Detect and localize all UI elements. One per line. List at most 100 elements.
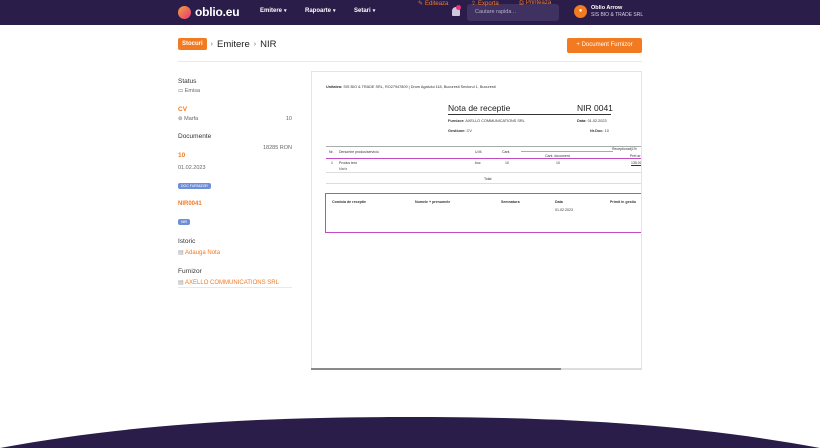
istoric-title: Istoric	[178, 238, 196, 245]
primary-label: Document Furnizor	[581, 42, 633, 48]
nir-title[interactable]: NIR0041	[178, 201, 202, 207]
data-label: Data:	[577, 119, 587, 123]
printer-icon: ⎙	[519, 0, 524, 6]
row-highlight-line	[326, 158, 641, 159]
data-line: Data: 01.02.2023	[577, 119, 607, 123]
nav-label: Rapoarte	[305, 8, 332, 14]
scrollbar-thumb[interactable]	[311, 368, 561, 370]
divider	[178, 61, 642, 62]
table-top-line	[326, 146, 641, 147]
edit-button[interactable]: ✎ Editeaza	[418, 0, 448, 7]
doc-amount: 18285 RON	[262, 145, 292, 151]
file-icon: ▤	[178, 280, 186, 286]
edit-label: Editeaza	[425, 1, 449, 7]
pencil-icon: ✎	[418, 1, 424, 7]
furnizor-value: AXELLO COMMUNICATIONS SRL	[465, 119, 525, 123]
add-note-link[interactable]: ▤ Adauga Nota	[178, 249, 292, 256]
gestiune-value: CV	[466, 129, 472, 133]
furnizor-line: Furnizor: AXELLO COMMUNICATIONS SRL	[448, 119, 525, 123]
document-furnizor-button[interactable]: + Document Furnizor	[567, 38, 642, 53]
doc-title: Nota de receptie	[448, 103, 511, 113]
plus-icon: +	[576, 42, 582, 48]
title-underline	[448, 114, 611, 115]
row-cant: 10	[505, 161, 509, 165]
furnizor-link[interactable]: ▤ AXELLO COMMUNICATIONS SRL	[178, 279, 292, 286]
gestiune-label: Gestiune:	[448, 129, 466, 133]
print-label: Printeaza	[525, 0, 552, 6]
nav-rapoarte[interactable]: Rapoarte ▾	[305, 8, 336, 14]
user-name[interactable]: Oblio Arrow	[591, 5, 623, 11]
nav-setari[interactable]: Setari ▾	[354, 8, 375, 14]
total-label: Total	[484, 177, 492, 181]
unitatea-value: SIS BIO & TRADE SRL, RO27947809 | Drum A…	[343, 85, 496, 89]
card-icon: ▭	[178, 88, 185, 94]
status-value: ▭ Emisa	[178, 88, 292, 94]
row-um: buc	[475, 161, 481, 165]
nrdoc-value: 10	[604, 129, 609, 133]
box-icon: ⊚	[178, 116, 185, 122]
logo-icon	[178, 5, 191, 19]
nav-emitere[interactable]: Emitere ▾	[260, 8, 287, 14]
nrdoc-line: Nr.Doc: 10	[590, 129, 609, 133]
nir-tag: NIR	[178, 219, 191, 225]
document-preview[interactable]: Unitatea: SIS BIO & TRADE SRL, RO2794780…	[311, 71, 642, 369]
user-company: SIS BIO & TRADE SRL	[591, 12, 644, 18]
breadcrumb-stocuri[interactable]: Stocuri	[178, 38, 207, 50]
sidebar: Status ▭ Emisa CV ⊚ Marfa 10 Documente 10…	[178, 78, 292, 286]
chevron-down-icon: ▾	[333, 8, 336, 14]
furnizor-label: AXELLO COMMUNICATIONS SRL	[185, 280, 279, 286]
comm-c1: Comisia de receptie	[332, 200, 366, 204]
chevron-right-icon: ›	[210, 40, 214, 48]
doc-number[interactable]: 10	[178, 152, 186, 159]
th-receptionat: Receptionat(1%	[612, 147, 637, 151]
cv-title[interactable]: CV	[178, 106, 188, 113]
status-text: Emisa	[184, 88, 201, 94]
th-nr: Nr.	[329, 150, 334, 154]
row-sub: Marfa	[339, 167, 348, 171]
status-title: Status	[178, 78, 197, 85]
chevron-right-icon: ›	[253, 40, 257, 48]
doc-row: 10 18285 RON	[178, 144, 292, 162]
row-name: Produs test	[339, 161, 357, 165]
add-note-label: Adauga Nota	[185, 250, 221, 256]
doc-tag: DOC FURNIZOR	[178, 183, 211, 189]
th-cant: Cant.	[502, 150, 511, 154]
chevron-down-icon: ▾	[284, 8, 287, 14]
th-pret: Pret ar	[630, 154, 641, 158]
nav-label: Setari	[354, 8, 371, 14]
data-value: 01.02.2023	[587, 119, 607, 123]
furnizor-title: Furnizor	[178, 268, 202, 275]
comm-c3: Semnatura	[501, 200, 520, 204]
row-bottom-line	[326, 172, 641, 173]
comm-c5: Primit in gestiu	[610, 200, 636, 204]
user-icon[interactable]: ●	[574, 5, 587, 18]
breadcrumb-emitere[interactable]: Emitere	[217, 38, 250, 50]
chevron-down-icon: ▾	[372, 8, 376, 14]
upload-icon: ⇪	[471, 1, 477, 7]
search-input[interactable]: Cautare rapida ..	[467, 4, 559, 21]
cv-item-label: Marfa	[184, 116, 199, 122]
commission-box	[325, 193, 641, 233]
doc-date: 01.02.2023	[178, 165, 206, 171]
export-label: Exporta	[478, 1, 499, 7]
gestiune-line: Gestiune: CV	[448, 129, 472, 133]
bell-icon[interactable]	[452, 7, 460, 16]
note-icon: ▤	[178, 250, 186, 256]
th-um: U.M.	[475, 150, 483, 154]
furnizor-label: Furnizor:	[448, 119, 465, 123]
total-line	[326, 183, 641, 184]
notification-badge	[456, 5, 461, 10]
cv-item: ⊚ Marfa 10	[178, 116, 292, 122]
logo[interactable]: oblio.eu	[178, 5, 240, 19]
export-button[interactable]: ⇪ Exporta	[471, 0, 499, 7]
nrdoc-label: Nr.Doc:	[590, 129, 604, 133]
comm-c2: Numele + prenumele	[415, 200, 451, 204]
breadcrumb: Stocuri › Emitere › NIR	[178, 38, 276, 50]
print-button[interactable]: ⎙ Printeaza	[519, 0, 551, 7]
logo-text: oblio.eu	[195, 5, 240, 19]
docs-title: Documente	[178, 133, 212, 140]
divider	[178, 287, 292, 288]
breadcrumb-nir: NIR	[260, 38, 277, 50]
row-nr: 1	[331, 161, 333, 165]
nav-label: Emitere	[260, 8, 283, 14]
